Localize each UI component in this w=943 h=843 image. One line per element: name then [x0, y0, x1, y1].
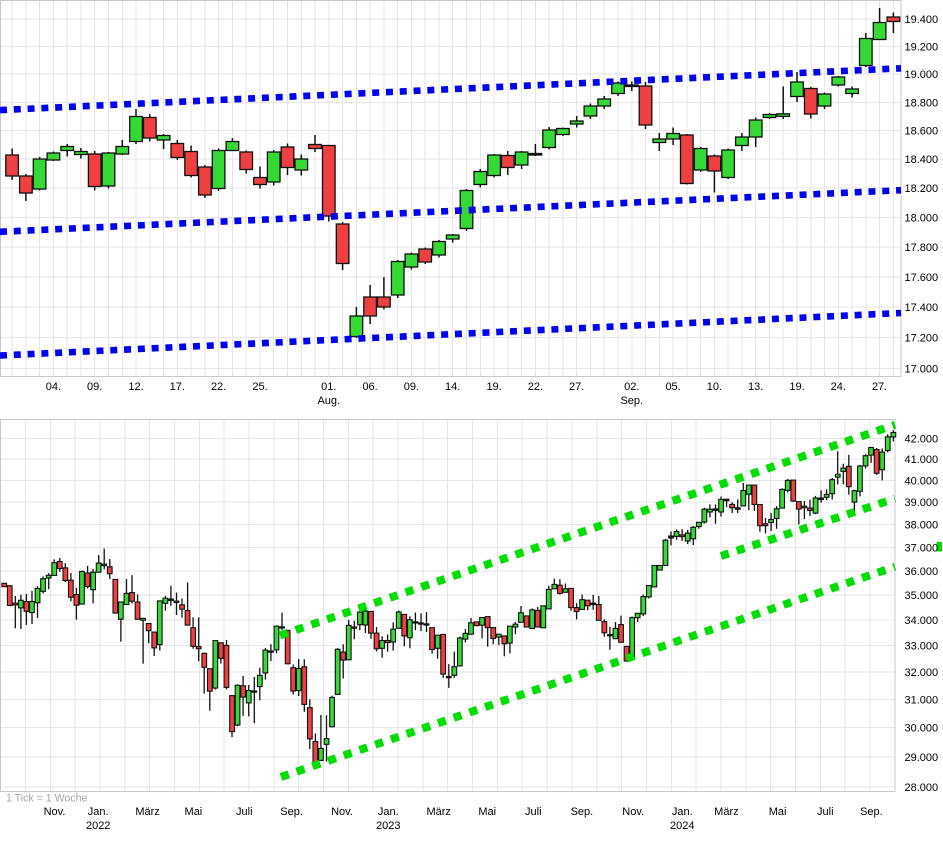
svg-text:25.: 25. — [252, 381, 267, 393]
svg-text:22.: 22. — [211, 381, 226, 393]
svg-text:Nov.: Nov. — [622, 806, 644, 818]
svg-text:19.200: 19.200 — [905, 42, 939, 54]
svg-text:März: März — [426, 806, 450, 818]
svg-text:30.000: 30.000 — [905, 723, 939, 735]
svg-text:17.200: 17.200 — [905, 333, 939, 345]
svg-text:18.000: 18.000 — [905, 212, 939, 224]
svg-text:Mai: Mai — [478, 806, 496, 818]
svg-text:10.: 10. — [707, 381, 722, 393]
svg-text:29.000: 29.000 — [905, 752, 939, 764]
svg-text:24.: 24. — [831, 381, 846, 393]
svg-text:18.600: 18.600 — [905, 126, 939, 138]
svg-text:Sep.: Sep. — [571, 806, 594, 818]
svg-text:17.000: 17.000 — [905, 364, 939, 376]
svg-text:37.000: 37.000 — [905, 542, 939, 554]
svg-text:36.000: 36.000 — [905, 566, 939, 578]
svg-text:04.: 04. — [46, 381, 61, 393]
svg-text:40.000: 40.000 — [905, 475, 939, 487]
svg-text:März: März — [714, 806, 738, 818]
svg-text:Sep.: Sep. — [280, 806, 303, 818]
svg-text:09.: 09. — [404, 381, 419, 393]
svg-text:Sep.: Sep. — [620, 395, 643, 407]
svg-text:Juli: Juli — [525, 806, 542, 818]
svg-text:Mai: Mai — [185, 806, 203, 818]
svg-text:32.000: 32.000 — [905, 667, 939, 679]
svg-text:01.: 01. — [321, 381, 336, 393]
svg-text:13.: 13. — [748, 381, 763, 393]
svg-text:05.: 05. — [665, 381, 680, 393]
svg-text:19.400: 19.400 — [905, 14, 939, 26]
svg-text:Aug.: Aug. — [317, 395, 340, 407]
svg-text:Jan.: Jan. — [378, 806, 399, 818]
svg-text:Jan.: Jan. — [672, 806, 693, 818]
svg-text:14.: 14. — [445, 381, 460, 393]
svg-text:Juli: Juli — [236, 806, 253, 818]
svg-text:35.000: 35.000 — [905, 590, 939, 602]
svg-text:41.000: 41.000 — [905, 454, 939, 466]
svg-text:Mai: Mai — [769, 806, 787, 818]
svg-text:09.: 09. — [87, 381, 102, 393]
svg-text:19.: 19. — [789, 381, 804, 393]
svg-text:33.000: 33.000 — [905, 641, 939, 653]
svg-text:28.000: 28.000 — [905, 782, 939, 794]
svg-text:Jan.: Jan. — [88, 806, 109, 818]
svg-text:19.: 19. — [486, 381, 501, 393]
svg-text:12.: 12. — [128, 381, 143, 393]
svg-text:1 Tick = 1 Woche: 1 Tick = 1 Woche — [6, 793, 87, 805]
svg-text:18.200: 18.200 — [905, 183, 939, 195]
svg-text:02.: 02. — [624, 381, 639, 393]
svg-text:19.000: 19.000 — [905, 69, 939, 81]
svg-text:2023: 2023 — [376, 820, 400, 832]
svg-text:27.: 27. — [569, 381, 584, 393]
svg-text:Nov.: Nov. — [331, 806, 353, 818]
svg-text:März: März — [135, 806, 159, 818]
svg-text:18.400: 18.400 — [905, 154, 939, 166]
svg-text:Sep.: Sep. — [860, 806, 883, 818]
svg-text:27.: 27. — [872, 381, 887, 393]
svg-text:06.: 06. — [362, 381, 377, 393]
svg-text:2022: 2022 — [86, 820, 110, 832]
svg-text:39.000: 39.000 — [905, 497, 939, 509]
svg-text:17.800: 17.800 — [905, 242, 939, 254]
svg-text:34.000: 34.000 — [905, 615, 939, 627]
svg-text:17.: 17. — [170, 381, 185, 393]
svg-text:18.800: 18.800 — [905, 97, 939, 109]
svg-text:22.: 22. — [528, 381, 543, 393]
svg-text:Nov.: Nov. — [44, 806, 66, 818]
svg-text:31.000: 31.000 — [905, 695, 939, 707]
svg-text:38.000: 38.000 — [905, 520, 939, 532]
svg-text:17.600: 17.600 — [905, 272, 939, 284]
svg-text:Juli: Juli — [817, 806, 834, 818]
svg-text:42.000: 42.000 — [905, 434, 939, 446]
svg-text:17.400: 17.400 — [905, 302, 939, 314]
svg-text:2024: 2024 — [670, 820, 694, 832]
